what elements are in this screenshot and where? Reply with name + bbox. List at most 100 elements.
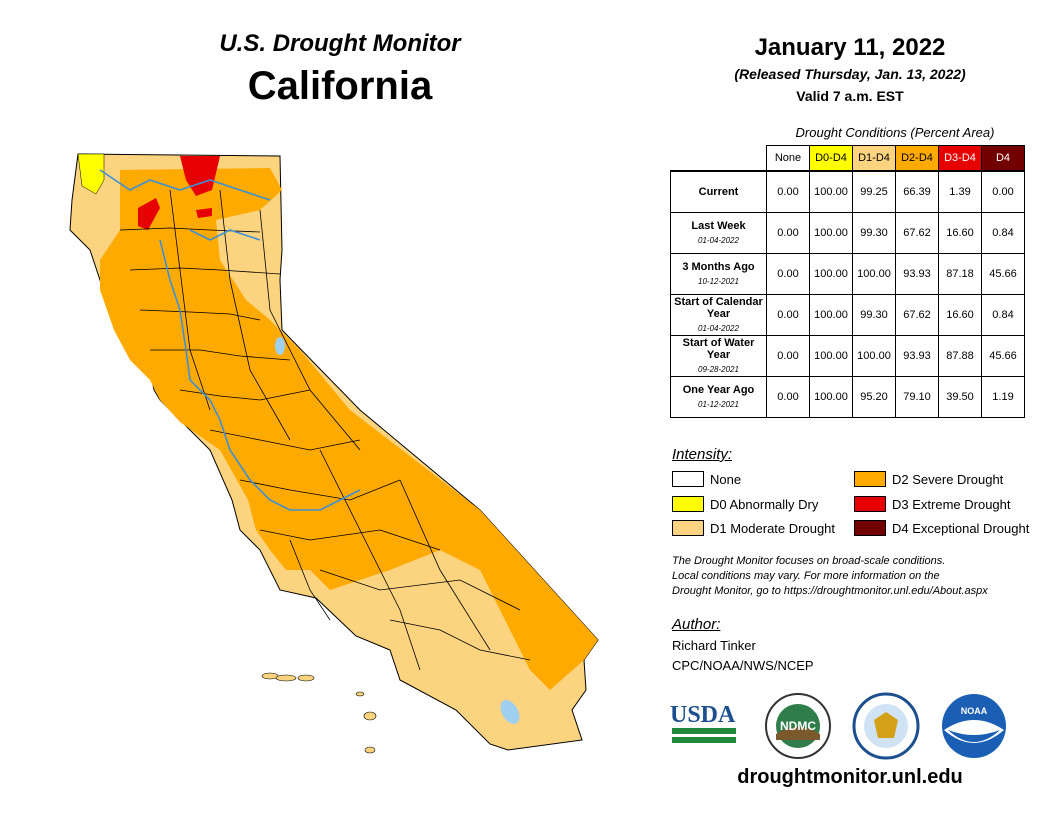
d3-extreme-drought-patch-east (196, 208, 212, 218)
row-label-text: Start of Water Year (682, 336, 755, 361)
report-date: January 11, 2022 (754, 34, 946, 61)
table-cell: 99.25 (852, 170, 896, 213)
note-line: Drought Monitor, go to https://droughtmo… (672, 585, 988, 597)
table-cell: 100.00 (809, 376, 853, 418)
usda-logo: USDA (670, 702, 736, 743)
table-cell: 99.30 (852, 212, 896, 254)
map-title: California (247, 64, 433, 108)
table-cell: 0.00 (766, 335, 810, 377)
row-date: 01-04-2022 (698, 235, 739, 245)
rivers (99, 169, 361, 511)
col-header-d1-d4: D1-D4 (852, 145, 896, 172)
noaa-logo-text: NOAA (961, 706, 988, 716)
legend-item-d2: D2 Severe Drought (854, 471, 1003, 487)
map-subtitle: U.S. Drought Monitor (219, 30, 461, 57)
website-url[interactable]: droughtmonitor.unl.edu (737, 766, 963, 788)
row-label: Last Week 01-04-2022 (670, 212, 767, 254)
table-cell: 0.84 (981, 212, 1025, 254)
table-cell: 100.00 (809, 294, 853, 336)
table-cell: 16.60 (938, 212, 982, 254)
row-label: Start of Water Year 09-28-2021 (670, 335, 767, 377)
legend-item-d0: D0 Abnormally Dry (672, 496, 818, 512)
row-label: Start of Calendar Year 01-04-2022 (670, 294, 767, 336)
author-organization: CPC/NOAA/NWS/NCEP (672, 658, 814, 673)
table-cell: 67.62 (895, 212, 939, 254)
legend-label: None (710, 471, 742, 487)
legend-swatch (854, 471, 886, 487)
col-header-d4: D4 (981, 145, 1025, 172)
ndmc-logo-text: NDMC (780, 719, 816, 733)
table-cell: 1.39 (938, 170, 982, 213)
table-cell: 0.00 (981, 170, 1025, 213)
row-label-text: Start of Calendar Year (674, 295, 763, 320)
note-line: Local conditions may vary. For more info… (672, 570, 940, 582)
table-cell: 93.93 (895, 335, 939, 377)
legend-item-d4: D4 Exceptional Drought (854, 520, 1029, 536)
ndmc-logo: NDMC (765, 693, 831, 759)
row-label: One Year Ago 01-12-2021 (670, 376, 767, 418)
legend-title: Intensity: (672, 446, 733, 463)
table-cell: 1.19 (981, 376, 1025, 418)
table-row: Start of Calendar Year 01-04-2022 0.00 10… (670, 294, 1025, 336)
table-row: Start of Water Year 09-28-2021 0.00 100.0… (670, 335, 1025, 377)
noaa-logo: NOAA (942, 694, 1006, 758)
table-caption: Drought Conditions (Percent Area) (795, 125, 995, 140)
table-cell: 66.39 (895, 170, 939, 213)
col-header-none: None (766, 145, 810, 172)
table-cell: 99.30 (852, 294, 896, 336)
table-cell: 87.88 (938, 335, 982, 377)
table-cell: 67.62 (895, 294, 939, 336)
table-cell: 100.00 (852, 253, 896, 295)
d2-severe-drought-region (100, 168, 598, 690)
legend-item-d3: D3 Extreme Drought (854, 496, 1011, 512)
legend-swatch (672, 471, 704, 487)
legend-label: D2 Severe Drought (892, 471, 1004, 487)
table-row: 3 Months Ago 10-12-2021 0.00 100.00 100.0… (670, 253, 1025, 295)
legend-item-d1: D1 Moderate Drought (672, 520, 835, 536)
row-date: 01-12-2021 (698, 399, 739, 409)
table-cell: 0.00 (766, 294, 810, 336)
table-cell: 93.93 (895, 253, 939, 295)
table-cell: 79.10 (895, 376, 939, 418)
table-cell: 39.50 (938, 376, 982, 418)
d0-abnormally-dry-region (77, 153, 105, 195)
legend-label: D1 Moderate Drought (710, 520, 836, 536)
note-line: The Drought Monitor focuses on broad-sca… (672, 555, 946, 567)
channel-islands (261, 672, 377, 754)
row-label-text: Last Week (691, 219, 746, 232)
table-row: Current 0.00 100.00 99.25 66.39 1.39 0.0… (670, 170, 1025, 213)
release-date: (Released Thursday, Jan. 13, 2022) (734, 66, 966, 82)
col-header-d2-d4: D2-D4 (895, 145, 939, 172)
col-header-d0-d4: D0-D4 (809, 145, 853, 172)
author-heading: Author: (672, 616, 721, 633)
col-header-d3-d4: D3-D4 (938, 145, 982, 172)
row-label-text: One Year Ago (682, 383, 755, 396)
lake-tahoe (275, 337, 285, 355)
valid-time: Valid 7 a.m. EST (796, 88, 904, 104)
table-row: Last Week 01-04-2022 0.00 100.00 99.30 67… (670, 212, 1025, 254)
table-cell: 16.60 (938, 294, 982, 336)
legend-label: D3 Extreme Drought (892, 496, 1011, 512)
table-header-row: None D0-D4 D1-D4 D2-D4 D3-D4 D4 (671, 145, 1025, 172)
table-cell: 95.20 (852, 376, 896, 418)
table-cell: 100.00 (852, 335, 896, 377)
table-cell: 87.18 (938, 253, 982, 295)
usda-logo-text: USDA (670, 702, 736, 728)
legend-label: D0 Abnormally Dry (710, 496, 819, 512)
table-cell: 0.00 (766, 376, 810, 418)
legend-item-none: None (672, 471, 741, 487)
row-label-text: Current (698, 186, 739, 198)
table-row: One Year Ago 01-12-2021 0.00 100.00 95.20… (670, 376, 1025, 418)
row-label-text: 3 Months Ago (682, 260, 755, 273)
table-cell: 100.00 (809, 335, 853, 377)
salton-sea (500, 700, 520, 724)
table-corner (671, 146, 767, 172)
california-drought-map (69, 153, 599, 754)
legend-swatch (672, 520, 704, 536)
row-date: 09-28-2021 (698, 364, 739, 374)
table-cell: 0.00 (766, 170, 810, 213)
author-name: Richard Tinker (672, 638, 756, 653)
table-cell: 0.00 (766, 253, 810, 295)
table-cell: 100.00 (809, 253, 853, 295)
table-cell: 0.84 (981, 294, 1025, 336)
